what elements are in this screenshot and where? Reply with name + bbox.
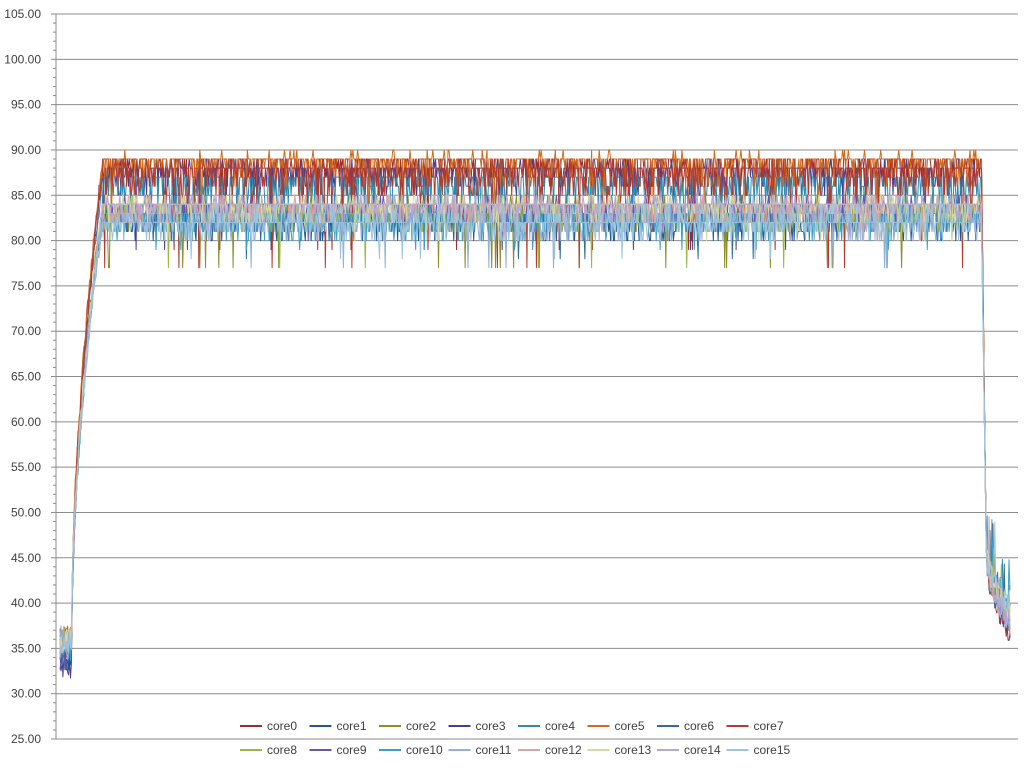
axes [55,14,1018,740]
legend-label: core14 [684,743,721,757]
y-tick-label: 105.00 [4,7,41,21]
series-line-core2 [59,194,1011,651]
series-line-core15 [59,203,1011,654]
legend-label: core12 [545,743,582,757]
legend-item-core10: core10 [379,743,443,757]
legend-label: core3 [476,719,506,733]
legend-label: core10 [406,743,443,757]
y-tick-label: 70.00 [11,324,41,338]
legend-label: core9 [337,743,367,757]
legend: core0 core1 core2 core3 core4 core5 core6 core7… [240,719,791,757]
y-tick-label: 35.00 [11,641,41,655]
legend-item-core2: core2 [379,719,436,733]
y-tick-label: 95.00 [11,98,41,112]
legend-item-core6: core6 [657,719,714,733]
y-tick-label: 65.00 [11,370,41,384]
legend-item-core5: core5 [587,719,645,733]
series-line-core14 [59,194,1011,660]
series-line-core1 [59,212,1011,672]
y-tick-label: 30.00 [11,687,41,701]
series-line-core6 [59,203,1011,669]
grid-lines [51,13,1018,740]
y-tick-label: 40.00 [11,596,41,610]
y-tick-label: 100.00 [4,52,41,66]
series-line-core10 [59,203,1011,661]
legend-item-core0: core0 [240,719,297,733]
series-line-core4 [59,176,1011,652]
y-tick-label: 85.00 [11,188,41,202]
legend-label: core0 [267,719,297,733]
legend-item-core8: core8 [240,743,297,757]
y-tick-label: 90.00 [11,143,41,157]
legend-item-core7: core7 [726,719,784,733]
series-line-core13 [59,194,1011,653]
legend-item-core13: core13 [587,743,652,757]
legend-item-core15: core15 [726,743,791,757]
y-tick-label: 55.00 [11,460,41,474]
y-tick-label: 60.00 [11,415,41,429]
legend-item-core4: core4 [518,719,575,733]
legend-item-core14: core14 [657,743,721,757]
y-tick-label: 75.00 [11,279,41,293]
y-tick-label: 50.00 [11,505,41,519]
series-line-core5 [59,149,1011,653]
series-line-core11 [59,203,1011,652]
y-tick-label: 80.00 [11,234,41,248]
legend-label: core1 [337,719,367,733]
series-lines [59,149,1011,679]
legend-label: core15 [754,743,791,757]
legend-label: core2 [406,719,436,733]
legend-label: core5 [615,719,645,733]
legend-label: core11 [476,743,512,757]
legend-item-core9: core9 [309,743,367,757]
series-line-core9 [59,194,1011,671]
legend-item-core1: core1 [309,719,367,733]
legend-label: core4 [545,719,575,733]
y-tick-label: 45.00 [11,551,41,565]
legend-label: core13 [615,743,652,757]
series-line-core12 [59,194,1011,658]
series-line-core7 [59,158,1011,656]
legend-label: core8 [267,743,297,757]
legend-item-core3: core3 [448,719,506,733]
y-tick-label: 25.00 [11,732,41,746]
legend-item-core12: core12 [518,743,582,757]
y-axis-tick-labels: 25.00 30.00 35.00 40.00 45.00 50.00 55.00 60.00… [4,7,41,746]
legend-item-core11: core11 [448,743,512,757]
series-line-core8 [59,203,1011,653]
legend-label: core7 [754,719,784,733]
legend-label: core6 [684,719,714,733]
